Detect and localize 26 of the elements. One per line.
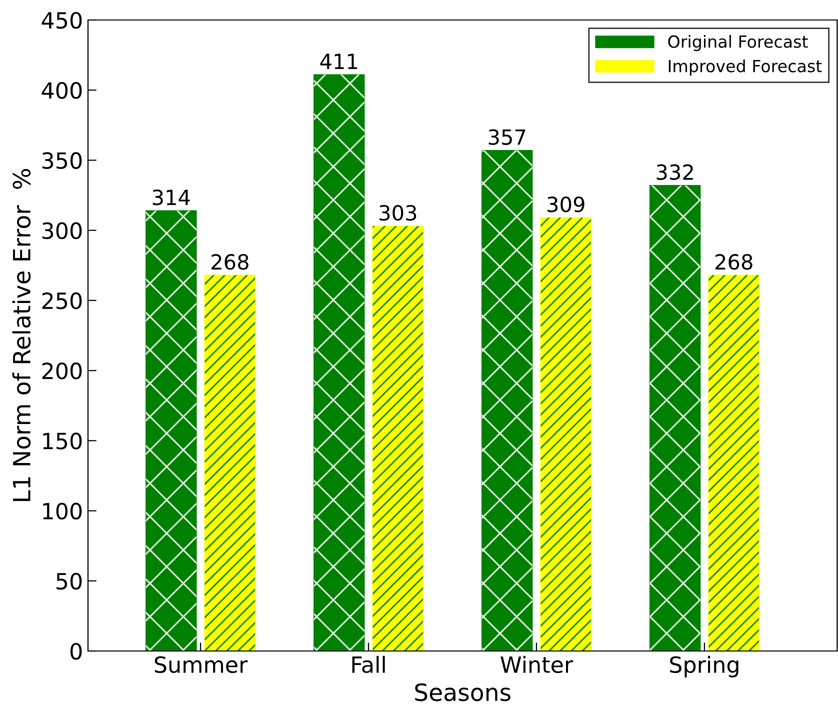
data-label: 411 xyxy=(320,54,358,69)
y-tick-label: 350 xyxy=(42,152,82,169)
y-tick-label: 200 xyxy=(42,362,82,380)
y-tick-label: 0 xyxy=(70,642,82,660)
x-tick-label: Summer xyxy=(154,656,248,674)
data-label: 309 xyxy=(548,196,584,212)
data-label: 357 xyxy=(488,129,526,145)
y-tick-label: 100 xyxy=(43,502,82,520)
data-label: 268 xyxy=(212,254,248,270)
data-label: 332 xyxy=(656,164,693,180)
data-label: 268 xyxy=(716,254,752,270)
y-axis-title: L1 Norm of Relative Error % xyxy=(12,169,31,501)
x-tick-label: Spring xyxy=(670,656,738,678)
y-tick-label: 150 xyxy=(43,432,82,450)
y-tick-label: 250 xyxy=(42,292,82,310)
y-tick-label: 300 xyxy=(42,222,82,240)
x-tick-label: Winter xyxy=(500,656,574,674)
legend-label: Improved Forecast xyxy=(668,59,822,76)
x-axis-title: Seasons xyxy=(415,683,510,702)
legend-label: Original Forecast xyxy=(668,35,808,52)
data-label: 303 xyxy=(380,204,416,221)
y-tick-label: 400 xyxy=(42,82,82,99)
data-label: 314 xyxy=(152,190,190,206)
x-tick-label: Fall xyxy=(352,656,385,674)
y-tick-label: 450 xyxy=(42,12,82,29)
y-tick-label: 50 xyxy=(56,572,82,590)
